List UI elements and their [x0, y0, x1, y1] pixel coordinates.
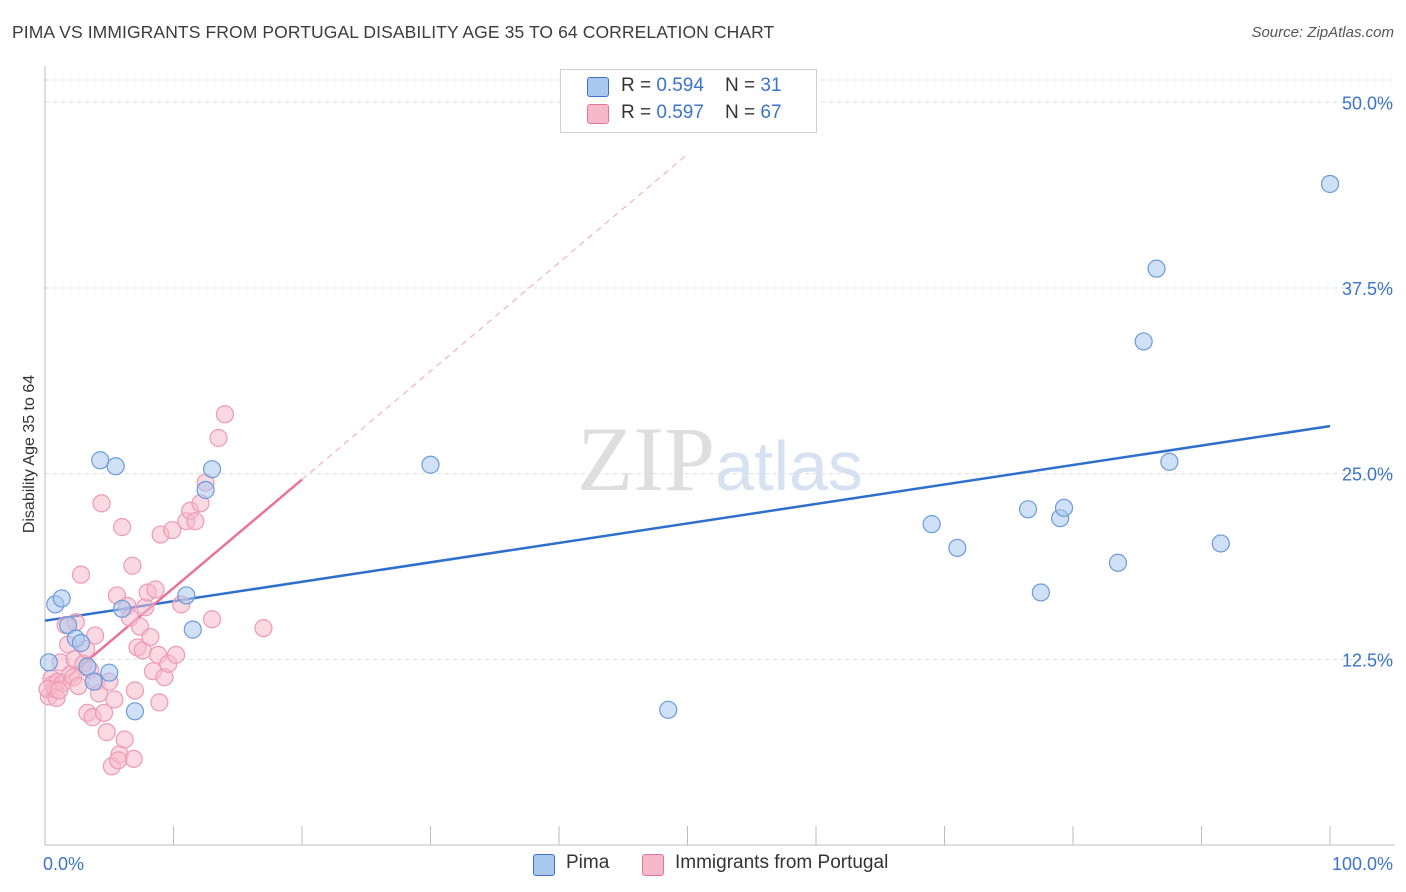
portugal-point	[124, 749, 143, 768]
portugal-point	[105, 690, 124, 709]
y-tick-label: 37.5%	[1342, 279, 1393, 299]
gridlines	[45, 79, 1395, 660]
pima-point	[84, 672, 103, 691]
bottom-legend-swatch-pima	[533, 854, 555, 876]
pima-point	[1054, 498, 1074, 517]
legend-r-value-portugal: 0.597	[656, 102, 704, 123]
pima-point	[125, 702, 145, 721]
pima-point	[39, 653, 58, 672]
legend-swatch-pima	[587, 77, 609, 97]
tick-labels: 12.5% 25.0% 37.5% 50.0% 0.0% 100.0%	[43, 93, 1393, 874]
portugal-point	[136, 598, 155, 617]
source-label: Source: ZipAtlas.com	[1251, 24, 1394, 41]
portugal-point	[92, 494, 111, 513]
portugal-point	[254, 619, 273, 638]
pima-point	[112, 599, 132, 618]
x-tick-label: 100.0%	[1332, 854, 1393, 874]
y-tick-label: 25.0%	[1342, 465, 1393, 485]
legend-n-value-portugal: 67	[760, 102, 782, 123]
pima-point	[71, 633, 91, 653]
watermark: ZIPatlas	[577, 408, 863, 510]
portugal-point	[115, 730, 134, 749]
pima-point	[1211, 534, 1230, 553]
pima-point	[202, 460, 222, 479]
portugal-point	[123, 556, 142, 575]
pima-point	[421, 455, 440, 474]
pima-point	[1134, 332, 1153, 351]
pima-point	[106, 457, 125, 476]
portugal-point	[95, 703, 114, 722]
legend-r-value-pima: 0.594	[656, 75, 704, 96]
pima-point	[91, 451, 110, 470]
bottom-legend-label-portugal: Immigrants from Portugal	[675, 852, 889, 873]
pima-trend-line	[44, 424, 1331, 622]
y-tick-label: 50.0%	[1342, 93, 1393, 113]
data-points	[38, 174, 1340, 776]
bottom-legend-swatch-portugal	[642, 854, 664, 876]
correlation-legend: R = 0.594 N = 31 R = 0.597 N = 67	[560, 69, 817, 133]
legend-r-label: R =	[621, 102, 657, 123]
legend-swatch-portugal	[587, 104, 609, 124]
pima-point	[52, 589, 71, 608]
portugal-point	[69, 676, 88, 696]
pima-point	[59, 616, 78, 635]
axes	[44, 66, 1395, 846]
portugal-point	[109, 751, 128, 770]
portugal-point	[125, 681, 145, 700]
pima-point	[196, 480, 215, 500]
pima-point	[1147, 259, 1166, 278]
bottom-legend-label-pima: Pima	[566, 852, 610, 873]
pima-point	[659, 700, 678, 719]
pima-point	[177, 586, 196, 605]
legend-n-value-pima: 31	[760, 75, 782, 96]
x-tick-label: 0.0%	[43, 854, 84, 874]
portugal-point	[141, 627, 160, 647]
portugal-point	[112, 518, 132, 537]
portugal-trend-extension	[301, 153, 688, 481]
portugal-point	[163, 520, 182, 540]
pima-point	[183, 620, 202, 639]
pima-point	[100, 663, 119, 682]
pima-point	[922, 515, 941, 534]
portugal-point	[146, 580, 165, 599]
pima-point	[1018, 500, 1038, 519]
portugal-point	[166, 645, 186, 664]
y-tick-label: 12.5%	[1342, 650, 1393, 670]
legend-n-label: N =	[725, 75, 761, 96]
pima-point	[1320, 174, 1340, 194]
portugal-point	[86, 626, 105, 645]
portugal-point	[209, 428, 228, 448]
portugal-point	[186, 512, 205, 531]
pima-point	[1031, 583, 1050, 602]
portugal-point	[50, 681, 69, 700]
pima-point	[1160, 452, 1179, 471]
pima-point	[948, 538, 967, 558]
portugal-point	[71, 565, 91, 584]
legend-r-label: R =	[621, 75, 657, 96]
chart-title: PIMA VS IMMIGRANTS FROM PORTUGAL DISABIL…	[12, 22, 775, 42]
portugal-point	[202, 610, 222, 629]
pima-point	[1108, 553, 1128, 572]
portugal-point	[215, 405, 234, 424]
portugal-point	[150, 693, 169, 712]
portugal-point	[97, 723, 116, 742]
legend-n-label: N =	[725, 102, 761, 123]
